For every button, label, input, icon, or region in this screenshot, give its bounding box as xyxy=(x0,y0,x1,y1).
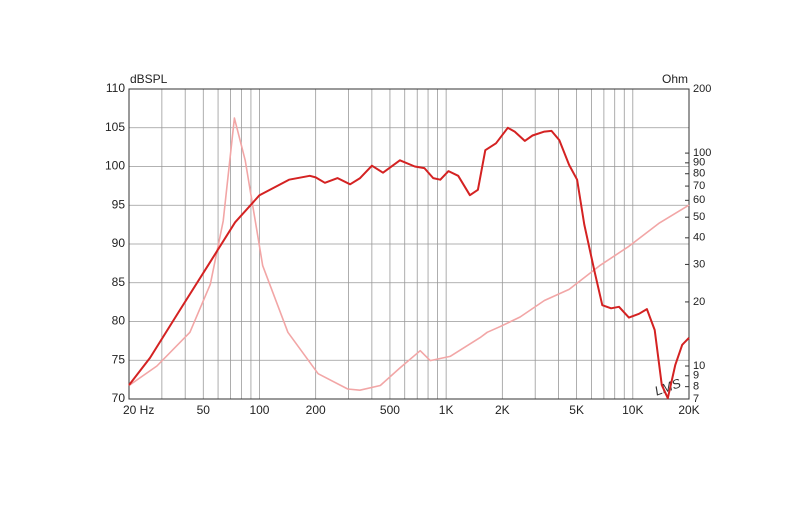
x-tick-label: 100 xyxy=(249,403,269,417)
x-tick-label: 5K xyxy=(569,403,584,417)
y-tick-label: 70 xyxy=(112,391,126,405)
x-tick-label: 1K xyxy=(439,403,454,417)
x-tick-label: 200 xyxy=(306,403,326,417)
y2-tick-label: 100 xyxy=(693,147,711,159)
x-tick-label: 50 xyxy=(197,403,211,417)
x-tick-label: 500 xyxy=(380,403,400,417)
x-tick-label: 2K xyxy=(495,403,510,417)
y-tick-label: 105 xyxy=(105,120,125,134)
plot-frame xyxy=(128,88,690,400)
series-line xyxy=(128,126,690,400)
x-tick-label: 10K xyxy=(622,403,643,417)
x-tick-label: 20 Hz xyxy=(123,403,154,417)
y2-tick-label: 80 xyxy=(693,168,705,180)
y2-tick-label: 20 xyxy=(693,296,705,308)
y2-tick-label: 40 xyxy=(693,232,705,244)
y2-tick-label: 10 xyxy=(693,360,705,372)
y2-tick-label: 8 xyxy=(693,381,699,393)
y2-tick-label: 7 xyxy=(693,393,699,405)
y-tick-label: 80 xyxy=(112,314,126,328)
y2-axis-label: Ohm xyxy=(662,72,688,86)
y2-tick-label: 30 xyxy=(693,258,705,270)
x-tick-label: 20K xyxy=(678,403,699,417)
y-tick-label: 110 xyxy=(106,81,125,95)
y2-tick-label: 90 xyxy=(693,157,705,169)
y-tick-label: 85 xyxy=(112,275,126,289)
y2-tick-label: 9 xyxy=(693,370,699,382)
y2-tick-label: 70 xyxy=(693,180,705,192)
series-line xyxy=(128,117,690,391)
y-tick-label: 100 xyxy=(105,159,125,173)
y2-tick-label: 60 xyxy=(693,194,705,206)
y-tick-label: 75 xyxy=(112,352,126,366)
y2-tick-label: 200 xyxy=(693,83,711,95)
y-axis-label: dBSPL xyxy=(130,72,168,86)
y-tick-label: 90 xyxy=(112,236,126,250)
y2-tick-label: 50 xyxy=(693,211,705,223)
y-tick-label: 95 xyxy=(112,197,126,211)
